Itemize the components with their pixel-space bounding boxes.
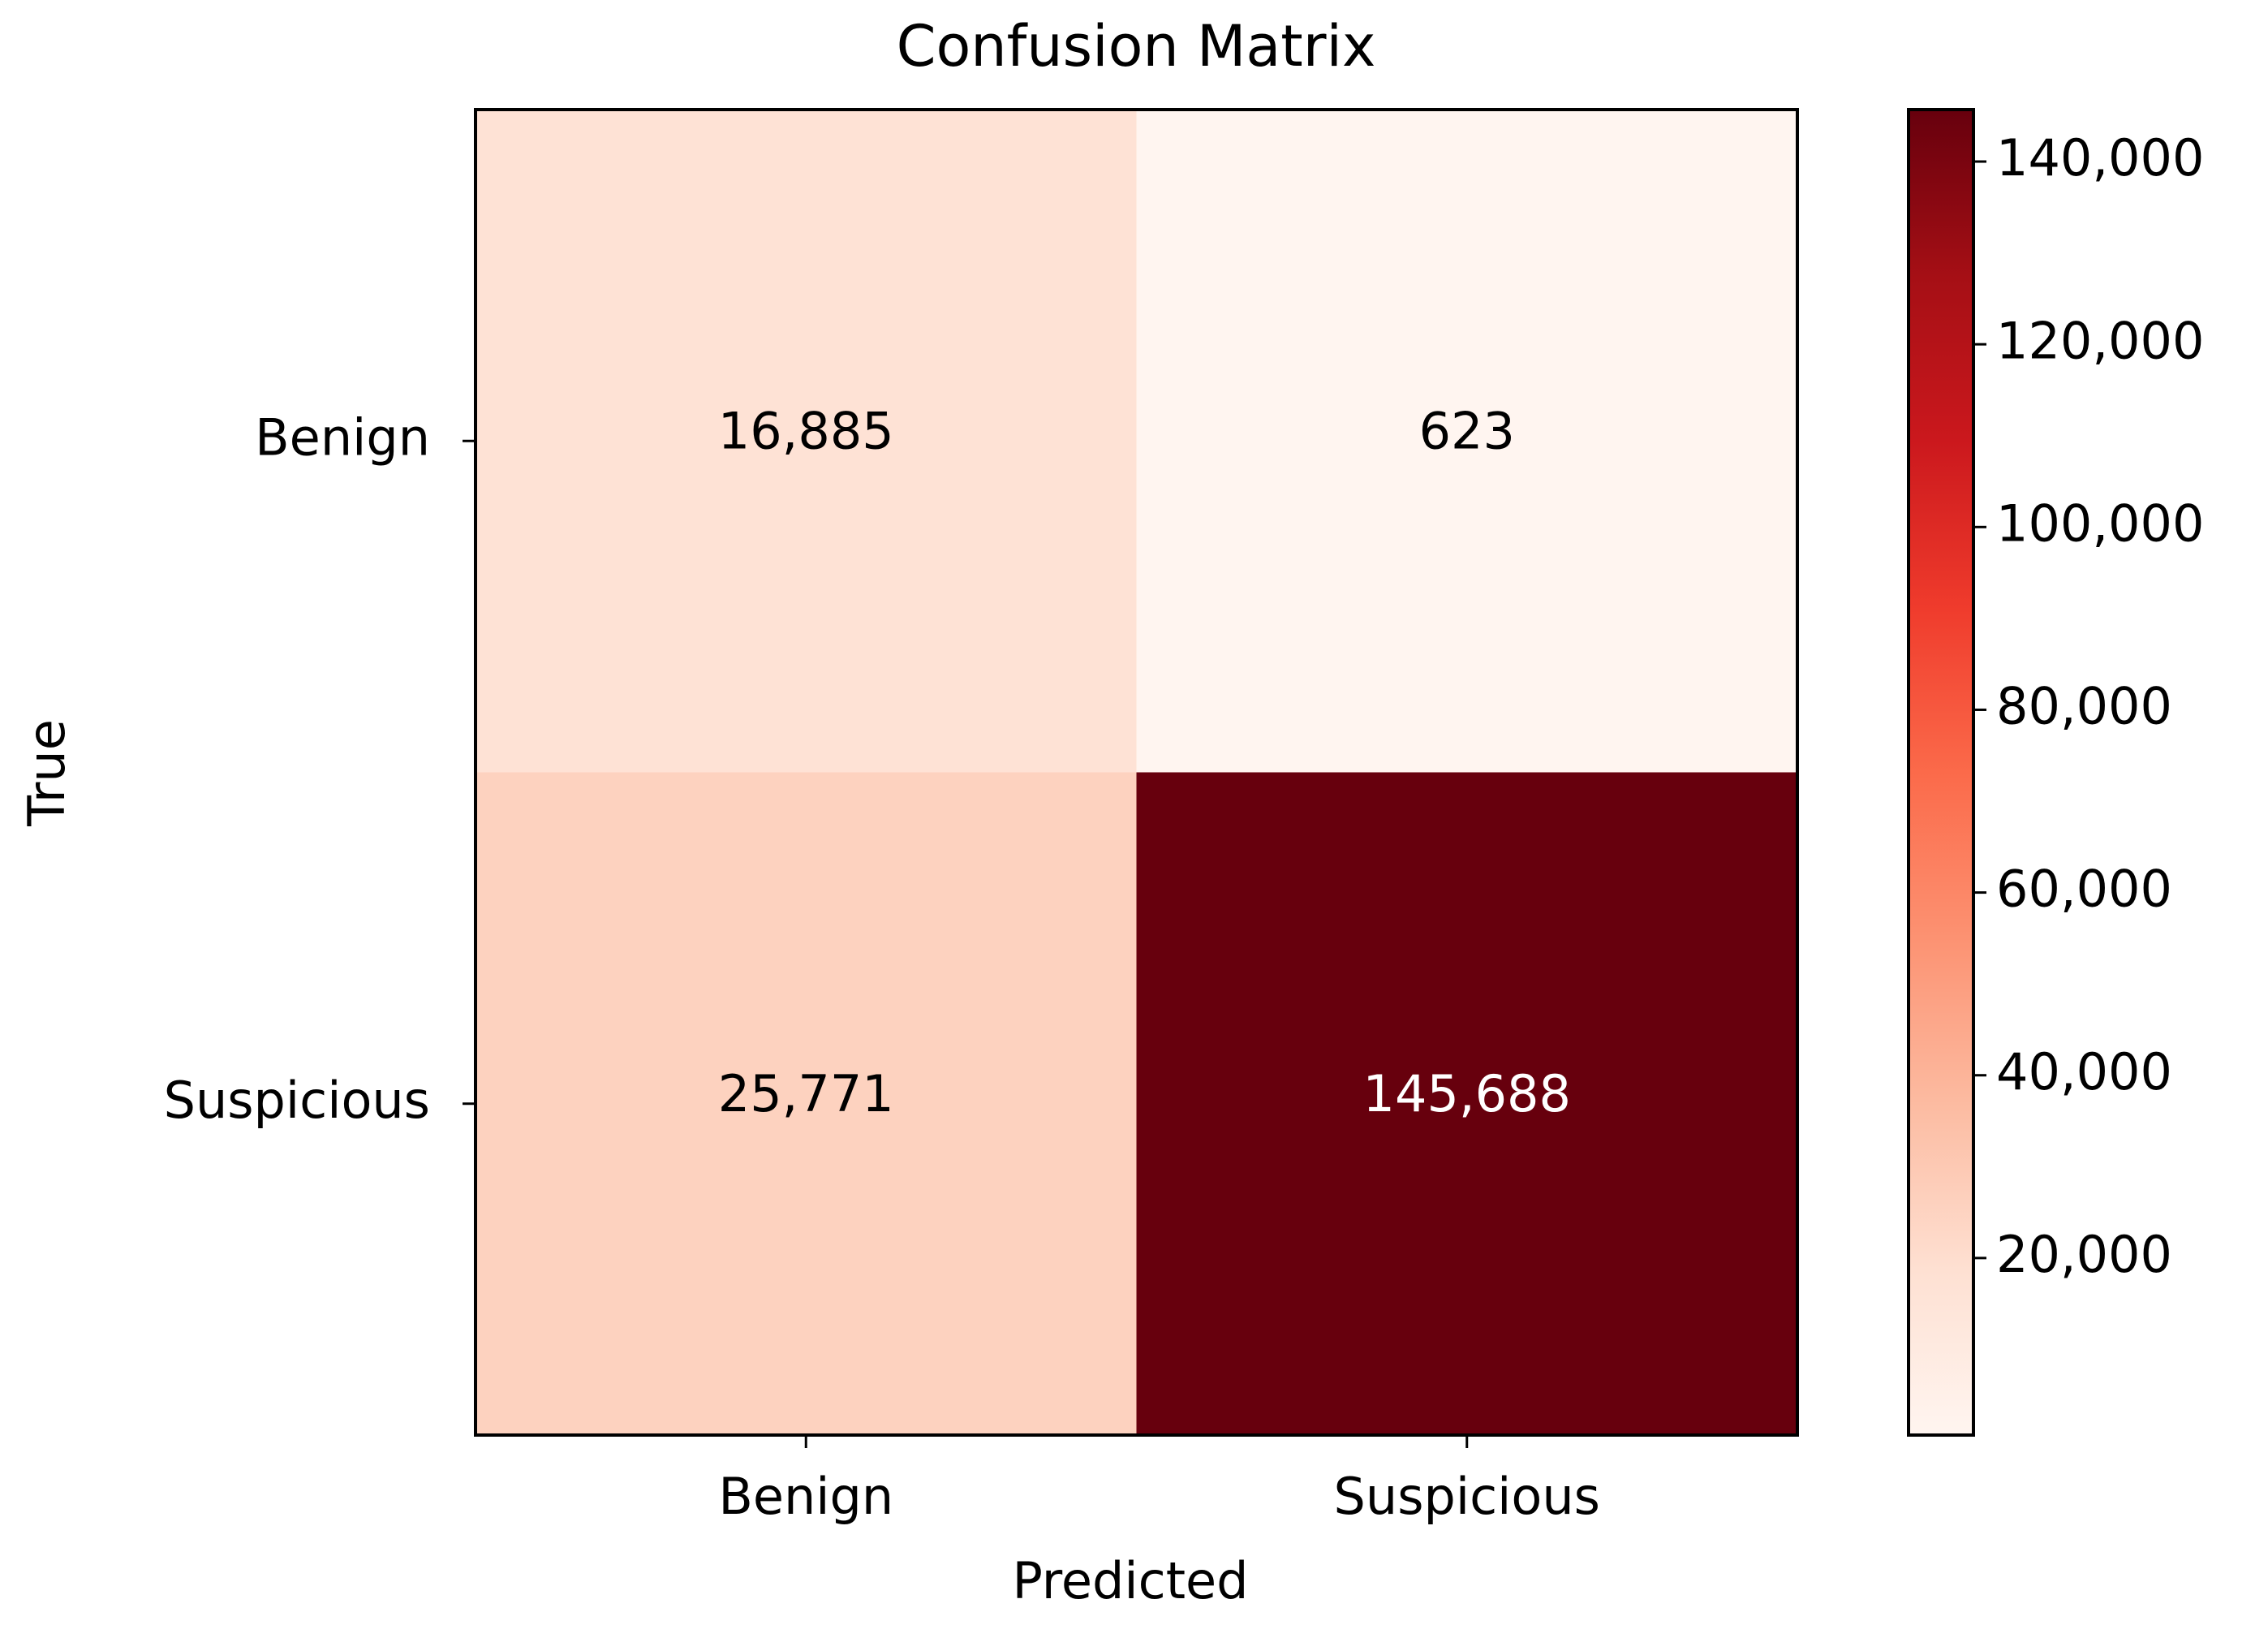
colorbar-tick-label: 100,000: [1996, 494, 2204, 553]
colorbar-tick-label: 80,000: [1996, 677, 2172, 736]
heatmap-cell: [476, 772, 1137, 1436]
heatmap-cells: [476, 110, 1798, 1436]
heatmap-cell: [1136, 110, 1798, 773]
colorbar: [1907, 108, 1975, 1437]
colorbar-tick-label: 120,000: [1996, 311, 2204, 370]
cell-value-label: 623: [1419, 401, 1515, 460]
cell-value-label: 25,771: [718, 1064, 894, 1123]
cell-value-label: 145,688: [1363, 1064, 1571, 1123]
heatmap-cell: [476, 110, 1137, 773]
colorbar-tick-label: 40,000: [1996, 1042, 2172, 1101]
x-axis-label: Predicted: [1012, 1551, 1248, 1610]
y-tick-label: Suspicious: [164, 1071, 430, 1130]
x-tick-label: Suspicious: [1334, 1467, 1600, 1526]
chart-title: Confusion Matrix: [897, 13, 1376, 80]
colorbar-tick-label: 60,000: [1996, 860, 2172, 919]
heatmap-cell: [1136, 772, 1798, 1436]
colorbar-tick-label: 140,000: [1996, 128, 2204, 188]
colorbar-tick-label: 20,000: [1996, 1225, 2172, 1284]
x-tick-label: Benign: [718, 1467, 893, 1526]
cell-value-label: 16,885: [718, 401, 894, 460]
plot-frame: [474, 108, 1799, 1437]
y-axis-label: True: [17, 719, 76, 827]
y-tick-label: Benign: [255, 407, 430, 467]
